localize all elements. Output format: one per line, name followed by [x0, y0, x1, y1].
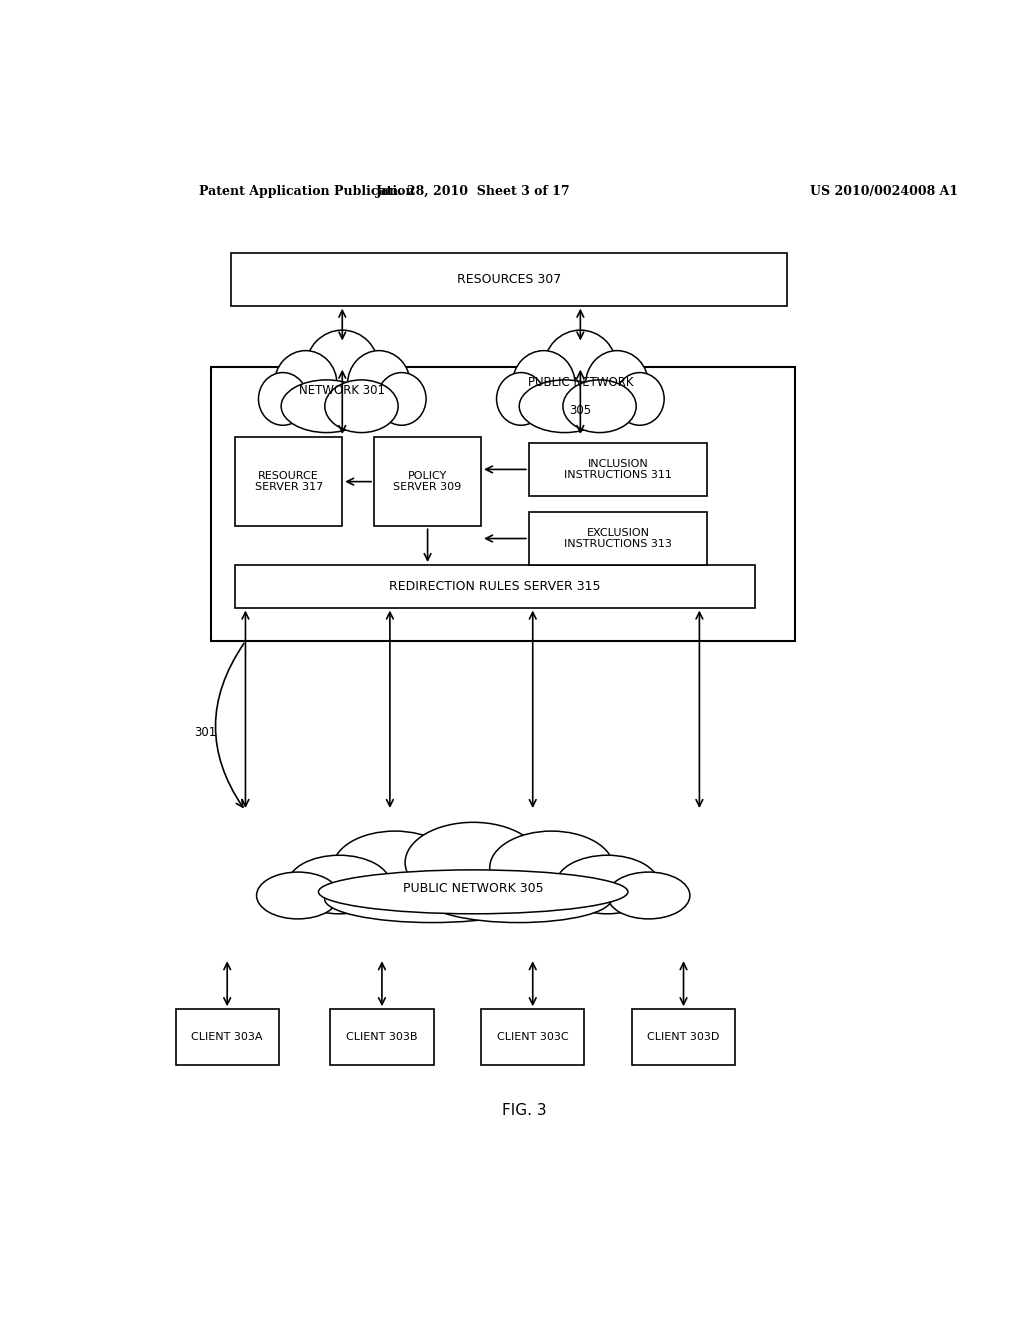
- Text: FIG. 3: FIG. 3: [503, 1104, 547, 1118]
- FancyBboxPatch shape: [236, 437, 342, 527]
- Ellipse shape: [497, 372, 546, 425]
- Ellipse shape: [274, 351, 337, 418]
- FancyBboxPatch shape: [481, 1008, 585, 1065]
- Text: INCLUSION
INSTRUCTIONS 311: INCLUSION INSTRUCTIONS 311: [564, 458, 672, 480]
- Text: CLIENT 303C: CLIENT 303C: [497, 1032, 568, 1041]
- FancyBboxPatch shape: [176, 1008, 279, 1065]
- FancyBboxPatch shape: [231, 253, 786, 306]
- Text: CLIENT 303B: CLIENT 303B: [346, 1032, 418, 1041]
- Text: Patent Application Publication: Patent Application Publication: [200, 185, 415, 198]
- Text: REDIRECTION RULES SERVER 315: REDIRECTION RULES SERVER 315: [389, 579, 601, 593]
- Ellipse shape: [512, 351, 575, 418]
- FancyBboxPatch shape: [528, 444, 708, 496]
- Ellipse shape: [288, 855, 391, 913]
- Text: CLIENT 303D: CLIENT 303D: [647, 1032, 720, 1041]
- Ellipse shape: [615, 372, 665, 425]
- Text: NETWORK 301: NETWORK 301: [299, 384, 385, 396]
- Ellipse shape: [333, 832, 457, 904]
- Text: Jan. 28, 2010  Sheet 3 of 17: Jan. 28, 2010 Sheet 3 of 17: [376, 185, 570, 198]
- Text: EXCLUSION
INSTRUCTIONS 313: EXCLUSION INSTRUCTIONS 313: [564, 528, 672, 549]
- Ellipse shape: [586, 351, 648, 418]
- Ellipse shape: [257, 873, 339, 919]
- Ellipse shape: [325, 380, 398, 433]
- FancyBboxPatch shape: [374, 437, 481, 527]
- Ellipse shape: [325, 875, 540, 923]
- FancyBboxPatch shape: [236, 565, 755, 607]
- Ellipse shape: [544, 330, 617, 407]
- Text: PUBLIC NETWORK: PUBLIC NETWORK: [527, 375, 633, 388]
- Ellipse shape: [426, 875, 611, 923]
- Text: POLICY
SERVER 309: POLICY SERVER 309: [393, 471, 462, 492]
- Ellipse shape: [607, 873, 690, 919]
- Ellipse shape: [377, 372, 426, 425]
- FancyBboxPatch shape: [211, 367, 795, 642]
- FancyBboxPatch shape: [528, 512, 708, 565]
- Ellipse shape: [406, 822, 542, 903]
- Text: PUBLIC NETWORK 305: PUBLIC NETWORK 305: [402, 882, 544, 895]
- Ellipse shape: [305, 330, 379, 407]
- Ellipse shape: [347, 351, 411, 418]
- Ellipse shape: [489, 832, 613, 904]
- Text: 305: 305: [569, 404, 592, 417]
- Ellipse shape: [282, 380, 372, 433]
- Text: 301: 301: [195, 726, 217, 739]
- Ellipse shape: [519, 380, 610, 433]
- Ellipse shape: [258, 372, 307, 425]
- Ellipse shape: [318, 870, 628, 913]
- Ellipse shape: [556, 855, 658, 913]
- Text: RESOURCE
SERVER 317: RESOURCE SERVER 317: [255, 471, 323, 492]
- Text: US 2010/0024008 A1: US 2010/0024008 A1: [811, 185, 958, 198]
- FancyBboxPatch shape: [331, 1008, 433, 1065]
- Text: RESOURCES 307: RESOURCES 307: [457, 273, 561, 286]
- Ellipse shape: [563, 380, 636, 433]
- FancyBboxPatch shape: [632, 1008, 735, 1065]
- Text: CLIENT 303A: CLIENT 303A: [191, 1032, 263, 1041]
